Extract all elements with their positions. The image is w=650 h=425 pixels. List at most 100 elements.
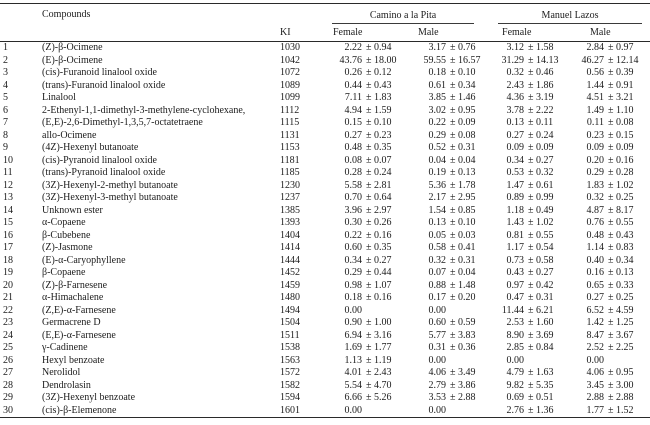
mean-value: 7.11 [344,92,362,103]
ki-value-cell: 1494 [280,304,300,316]
sd-value: ± 0.09 [608,142,634,153]
ki-value-cell: 1131 [280,129,300,141]
row-number-cell: 19 [3,267,13,278]
value-cell-manuel-male: 1.44 ± 0.91 [568,80,650,93]
table-row: 20 (Z)-β-Farnesene 1459 0.98 ± 1.07 0.88 ±… [0,280,650,293]
sd-value: ± 1.78 [450,179,476,191]
compound-name-cell: (3Z)-Hexenyl-3-methyl butanoate [42,192,178,203]
value-cell-camino-male: 3.85 ± 1.46 [410,92,496,105]
row-number-cell: 20 [3,279,13,291]
sd-value: ± 12.14 [608,54,639,66]
sd-value: ± 0.27 [366,254,392,266]
sd-value: ± 3.00 [608,379,634,391]
value-cell-camino-female: 3.96 ± 2.97 [326,205,410,218]
mean-value: 3.96 [344,204,363,216]
col-header-ki: KI [280,27,291,38]
mean-value: 5.58 [344,179,363,191]
sd-value: ± 0.09 [450,117,476,128]
mean-value: 2.76 [506,404,525,416]
sd-value: ± 0.49 [528,204,554,216]
row-number-cell: 21 [3,292,13,303]
table-row: 19 β-Copaene 1452 0.29 ± 0.44 0.07 ± 0.04 … [0,267,650,280]
mean-value: 0.17 [428,292,447,303]
mean-value: 46.27 [581,54,605,66]
sd-value: ± 18.00 [366,54,397,66]
mean-value: 2.85 [506,342,525,353]
table-body: 1 (Z)-β-Ocimene 1030 2.22 ± 0.94 3.17 ± 0.… [0,42,650,418]
value-cell-camino-male: 0.18 ± 0.10 [410,67,496,80]
header-spacer [40,24,278,42]
value-cell-manuel-male: 2.88 ± 2.88 [568,392,650,405]
sd-value: ± 1.59 [366,104,392,116]
mean-value: 0.00 [344,404,363,416]
ki-value-cell: 1072 [280,67,300,78]
table-row: 13 (3Z)-Hexenyl-3-methyl butanoate 1237 … [0,192,650,205]
value-cell-camino-male: 0.22 ± 0.09 [410,117,496,130]
sd-value: ± 2.88 [450,392,476,403]
sd-value: ± 0.08 [450,129,476,141]
mean-value: 2.53 [506,317,525,328]
row-number-cell: 7 [3,117,8,128]
value-cell-manuel-female: 0.89 ± 0.99 [496,192,568,205]
mean-value: 0.15 [344,117,363,128]
table-row: 4 (trans)-Furanoid linalool oxide 1089 0… [0,80,650,93]
row-number-cell: 8 [3,129,8,141]
value-cell-manuel-female: 0.81 ± 0.55 [496,230,568,243]
compound-name-cell: Linalool [42,92,76,103]
group-label-manuel: Manuel Lazos [498,10,643,24]
value-cell-camino-male: 4.06 ± 3.49 [410,367,496,380]
compound-name-cell: (trans)-Furanoid linalool oxide [42,79,166,91]
value-cell-camino-male: 0.17 ± 0.20 [410,292,496,305]
mean-value: 0.27 [344,129,363,141]
mean-value: 1.43 [506,217,525,228]
mean-value: 3.78 [506,104,525,116]
sd-value: ± 1.58 [528,42,554,53]
mean-value: 3.12 [506,42,525,53]
mean-value: 0.30 [344,217,363,228]
mean-value: 0.05 [428,229,447,241]
sd-value: ± 0.10 [450,217,476,228]
mean-value: 2.88 [586,392,605,403]
mean-value: 0.07 [428,267,447,278]
table-row: 1 (Z)-β-Ocimene 1030 2.22 ± 0.94 3.17 ± 0.… [0,42,650,55]
value-cell-camino-female: 0.18 ± 0.16 [326,292,410,305]
mean-value: 6.94 [344,329,363,341]
value-cell-camino-male: 0.00 [410,355,496,368]
ki-value-cell: 1582 [280,379,300,391]
value-cell-camino-male: 0.88 ± 1.48 [410,280,496,293]
compound-name-cell: β-Copaene [42,267,86,278]
ki-value-cell: 1511 [280,329,300,341]
sd-value: ± 0.10 [450,67,476,78]
sd-value: ± 1.77 [366,342,392,353]
ki-value-cell: 1572 [280,367,300,378]
sd-value: ± 4.59 [608,304,634,316]
value-cell-camino-female: 1.13 ± 1.19 [326,355,410,368]
ki-value-cell: 1459 [280,279,300,291]
sd-value: ± 2.88 [608,392,634,403]
sd-value: ± 0.43 [608,229,634,241]
compound-name-cell: Germacrene D [42,317,101,328]
sd-value: ± 0.97 [608,42,634,53]
value-cell-camino-male: 3.02 ± 0.95 [410,105,496,118]
sd-value: ± 0.95 [608,367,634,378]
sd-value: ± 0.35 [366,242,392,253]
mean-value: 4.87 [586,204,605,216]
sd-value: ± 0.10 [366,117,392,128]
col-header-camino-female: Female [333,27,363,38]
ki-value-cell: 1480 [280,292,300,303]
sd-value: ± 0.31 [528,292,554,303]
table-row: 18 (E)-α-Caryophyllene 1444 0.34 ± 0.27 0… [0,255,650,268]
sd-value: ± 1.63 [528,367,554,378]
sd-value: ± 0.11 [528,117,554,128]
mean-value: 0.26 [344,67,363,78]
row-number-cell: 11 [3,167,13,178]
compound-name-cell: (E,E)-α-Farnesene [42,329,116,341]
value-cell-manuel-female: 0.69 ± 0.51 [496,392,568,405]
mean-value: 0.29 [428,129,447,141]
sd-value: ± 1.07 [366,279,392,291]
sd-value: ± 1.60 [528,317,554,328]
value-cell-manuel-male: 1.49 ± 1.10 [568,105,650,118]
sd-value: ± 0.09 [528,142,554,153]
sd-value: ± 3.16 [366,329,392,341]
mean-value: 0.22 [428,117,447,128]
